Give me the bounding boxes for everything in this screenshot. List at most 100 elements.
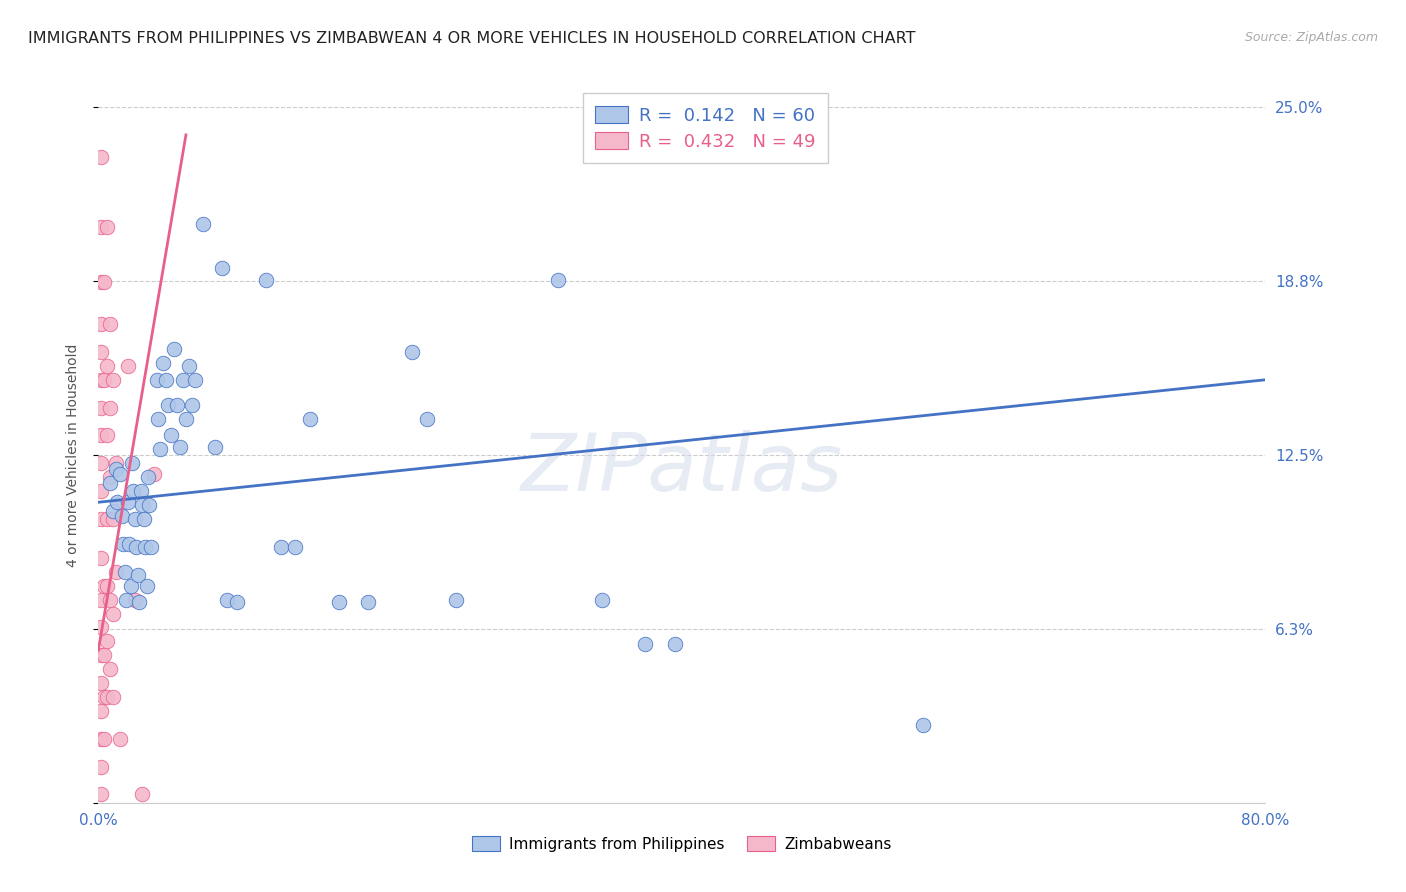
Point [328, 595, 350, 609]
Point [148, 411, 170, 425]
Point [110, 731, 132, 746]
Point [634, 637, 657, 651]
Point [93, 276, 115, 290]
Point [96, 359, 118, 373]
Point [157, 398, 180, 412]
Point [117, 495, 139, 509]
Point [155, 373, 177, 387]
Point [163, 342, 186, 356]
Point [93, 373, 115, 387]
Point [121, 456, 143, 470]
Point [101, 503, 124, 517]
Point [96, 634, 118, 648]
Point [90, 276, 112, 290]
Point [90, 550, 112, 565]
Point [226, 595, 249, 609]
Point [136, 470, 159, 484]
Point [174, 411, 197, 425]
Point [98, 401, 121, 415]
Point [90, 150, 112, 164]
Point [444, 592, 467, 607]
Point [180, 398, 202, 412]
Point [90, 676, 112, 690]
Point [90, 512, 112, 526]
Point [110, 467, 132, 482]
Point [101, 512, 124, 526]
Point [93, 731, 115, 746]
Point [166, 398, 188, 412]
Point [90, 456, 112, 470]
Point [134, 540, 156, 554]
Legend: Immigrants from Philippines, Zimbabweans: Immigrants from Philippines, Zimbabweans [467, 830, 897, 858]
Point [298, 411, 321, 425]
Point [111, 509, 134, 524]
Point [90, 373, 112, 387]
Text: IMMIGRANTS FROM PHILIPPINES VS ZIMBABWEAN 4 OR MORE VEHICLES IN HOUSEHOLD CORREL: IMMIGRANTS FROM PHILIPPINES VS ZIMBABWEA… [28, 31, 915, 46]
Point [101, 607, 124, 621]
Point [98, 592, 121, 607]
Point [90, 759, 112, 773]
Point [142, 467, 165, 482]
Point [122, 484, 145, 499]
Point [90, 620, 112, 634]
Point [104, 462, 127, 476]
Point [183, 373, 205, 387]
Point [118, 537, 141, 551]
Point [270, 540, 292, 554]
Point [911, 718, 934, 732]
Point [104, 456, 127, 470]
Point [98, 662, 121, 676]
Point [547, 272, 569, 286]
Point [124, 592, 146, 607]
Point [131, 498, 153, 512]
Point [93, 690, 115, 704]
Point [96, 690, 118, 704]
Point [160, 428, 183, 442]
Point [96, 219, 118, 234]
Point [415, 411, 437, 425]
Text: Source: ZipAtlas.com: Source: ZipAtlas.com [1244, 31, 1378, 45]
Point [127, 567, 149, 582]
Point [90, 788, 112, 802]
Point [90, 401, 112, 415]
Point [254, 272, 277, 286]
Point [129, 484, 152, 499]
Point [169, 440, 191, 454]
Point [117, 359, 139, 373]
Point [211, 261, 233, 276]
Point [215, 592, 238, 607]
Point [125, 540, 148, 554]
Point [172, 373, 194, 387]
Point [124, 512, 146, 526]
Point [96, 512, 118, 526]
Point [132, 512, 155, 526]
Point [146, 373, 169, 387]
Point [193, 217, 215, 231]
Point [139, 540, 162, 554]
Point [96, 428, 118, 442]
Point [112, 537, 135, 551]
Point [98, 317, 121, 331]
Point [591, 592, 613, 607]
Point [664, 637, 686, 651]
Point [90, 428, 112, 442]
Point [90, 317, 112, 331]
Point [104, 565, 127, 579]
Point [96, 579, 118, 593]
Point [93, 648, 115, 663]
Point [128, 595, 150, 609]
Point [284, 540, 307, 554]
Point [149, 442, 172, 457]
Point [138, 498, 160, 512]
Point [135, 579, 157, 593]
Point [101, 690, 124, 704]
Point [401, 345, 423, 359]
Point [98, 475, 121, 490]
Point [90, 345, 112, 359]
Point [177, 359, 200, 373]
Point [204, 440, 226, 454]
Point [114, 565, 136, 579]
Point [105, 495, 128, 509]
Point [115, 592, 138, 607]
Point [90, 648, 112, 663]
